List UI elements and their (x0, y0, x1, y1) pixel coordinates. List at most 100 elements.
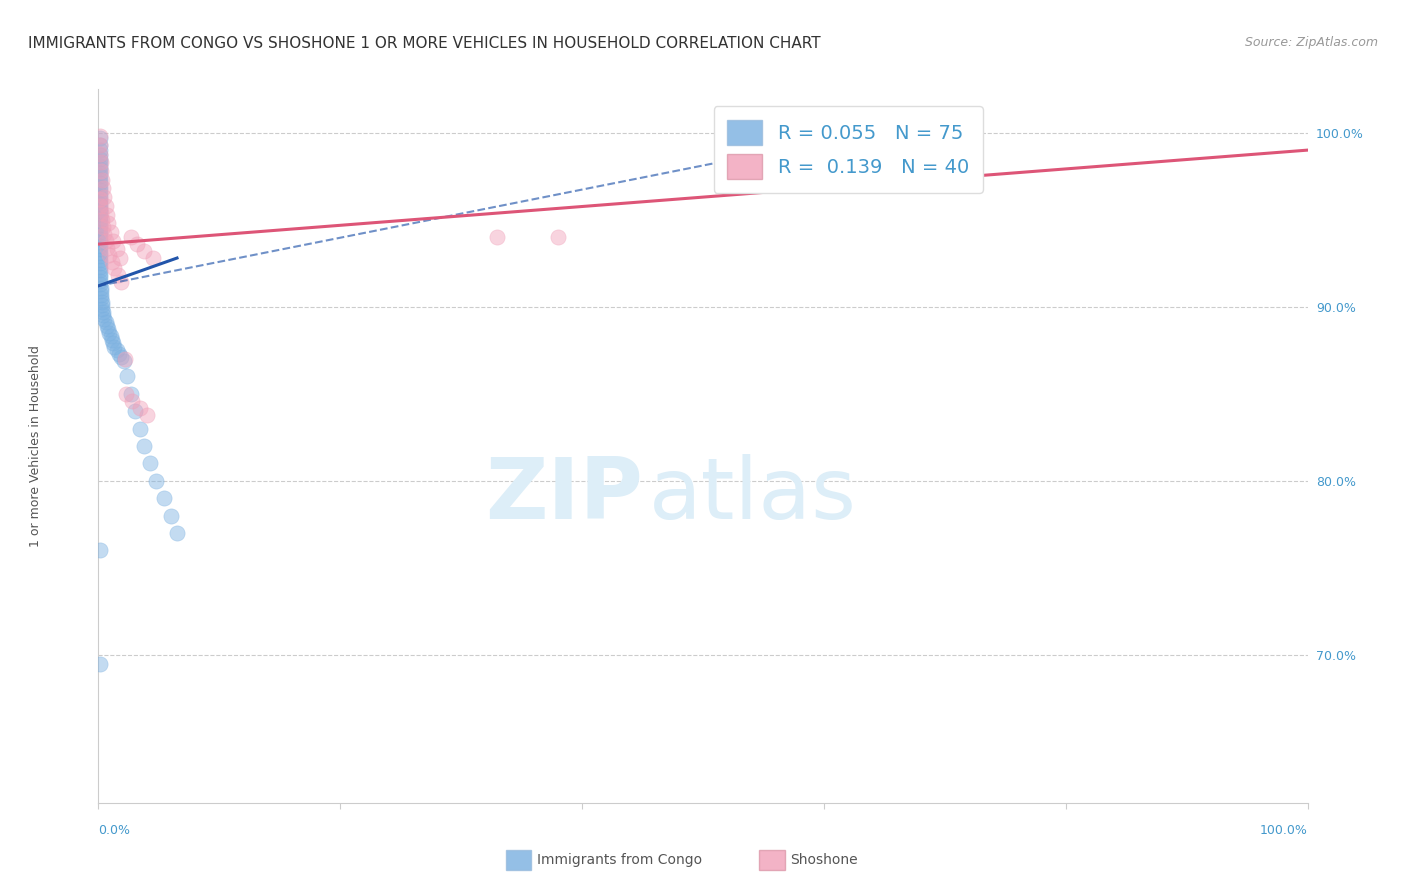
Point (486, 230, 509, 244)
Point (115, 386, 138, 401)
Point (89, 190, 111, 204)
Point (89, 218, 111, 232)
Point (89, 148, 111, 162)
Point (139, 457, 162, 471)
Point (93, 227, 115, 241)
Point (89, 243, 111, 257)
Point (89, 260, 111, 274)
Point (124, 404, 146, 418)
Point (134, 244, 156, 258)
Point (166, 526, 188, 541)
Point (91, 298, 114, 312)
Point (94, 315, 117, 329)
Point (101, 336, 124, 351)
Point (128, 421, 150, 435)
Point (134, 439, 156, 453)
Point (91, 305, 114, 319)
Text: Source: ZipAtlas.com: Source: ZipAtlas.com (1244, 36, 1378, 49)
Point (93, 190, 115, 204)
Point (89, 267, 111, 281)
Point (120, 230, 142, 244)
Point (90, 291, 112, 305)
Point (145, 474, 167, 488)
Point (89, 194, 111, 208)
Point (90, 164, 112, 178)
Point (103, 261, 125, 276)
Point (117, 369, 139, 384)
Point (91, 301, 114, 316)
Text: 0.0%: 0.0% (98, 824, 131, 838)
Point (96, 318, 118, 333)
Point (108, 347, 131, 361)
Point (100, 329, 122, 343)
Legend: R = 0.055   N = 75, R =  0.139   N = 40: R = 0.055 N = 75, R = 0.139 N = 40 (714, 106, 983, 193)
Point (89, 131, 111, 145)
Point (121, 393, 143, 408)
Point (957, 129, 980, 144)
Text: atlas: atlas (648, 454, 856, 538)
Text: 100.0%: 100.0% (1260, 824, 1308, 838)
Point (98, 247, 121, 261)
Point (100, 254, 122, 268)
Point (100, 333, 122, 347)
Point (89, 657, 111, 671)
Point (90, 206, 112, 220)
Point (89, 232, 111, 246)
Point (94, 199, 117, 213)
Point (105, 343, 128, 358)
Point (89, 235, 111, 250)
Point (89, 183, 111, 197)
Point (91, 309, 114, 323)
Point (89, 159, 111, 173)
Text: IMMIGRANTS FROM CONGO VS SHOSHONE 1 OR MORE VEHICLES IN HOUSEHOLD CORRELATION CH: IMMIGRANTS FROM CONGO VS SHOSHONE 1 OR M… (28, 36, 821, 51)
Point (97, 216, 120, 230)
Point (112, 353, 135, 368)
Point (89, 179, 111, 194)
Point (96, 207, 118, 221)
Point (110, 350, 132, 364)
Point (91, 219, 114, 234)
Point (89, 146, 111, 161)
Point (89, 152, 111, 166)
Point (91, 294, 114, 309)
Point (107, 268, 129, 283)
Point (89, 225, 111, 239)
Point (152, 491, 174, 506)
Point (89, 228, 111, 243)
Point (96, 241, 118, 255)
Text: ZIP: ZIP (485, 454, 643, 538)
Point (90, 280, 112, 294)
Point (89, 274, 111, 288)
Point (89, 211, 111, 225)
Point (127, 237, 149, 252)
Point (108, 251, 131, 265)
Point (89, 201, 111, 215)
Point (89, 263, 111, 277)
Point (97, 322, 120, 336)
Point (89, 249, 111, 263)
Point (89, 172, 111, 186)
Point (89, 252, 111, 267)
Point (120, 386, 142, 401)
Point (89, 186, 111, 201)
Point (89, 197, 111, 211)
Point (89, 137, 111, 152)
Point (103, 340, 125, 354)
Point (128, 401, 150, 415)
Point (89, 204, 111, 219)
Point (89, 221, 111, 235)
Point (89, 239, 111, 253)
Point (91, 212, 114, 227)
Point (135, 408, 157, 422)
Point (89, 129, 111, 144)
Point (90, 155, 112, 169)
Text: 1 or more Vehicles in Household: 1 or more Vehicles in Household (28, 345, 42, 547)
Point (105, 243, 128, 257)
Point (160, 508, 183, 523)
Point (90, 287, 112, 301)
Point (89, 277, 111, 292)
Point (89, 245, 111, 260)
Point (547, 230, 569, 244)
Point (89, 137, 111, 152)
Point (110, 276, 132, 290)
